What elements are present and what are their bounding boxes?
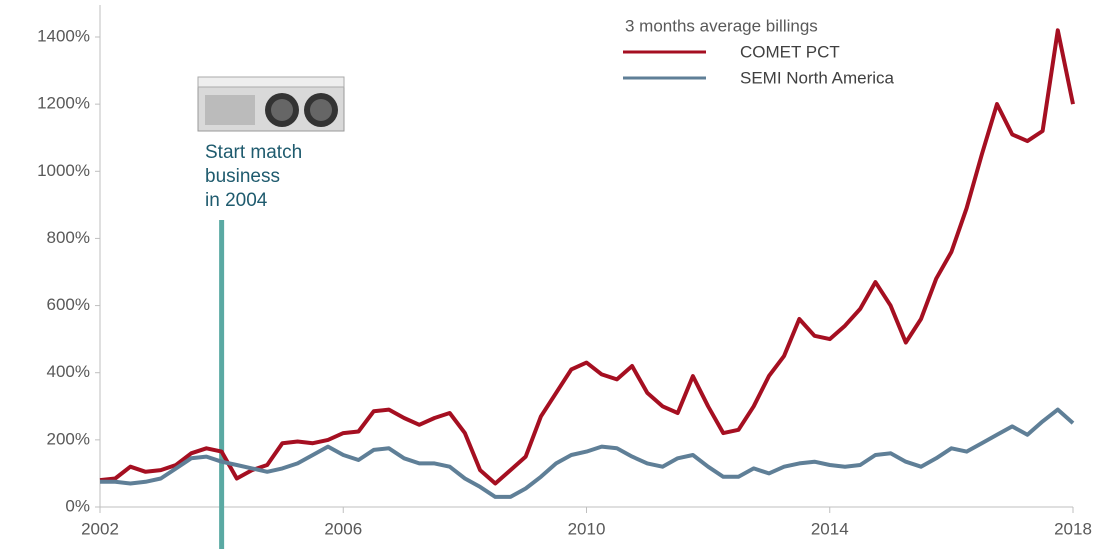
annotation-text: in 2004	[205, 190, 268, 211]
y-tick-label: 800%	[47, 228, 90, 247]
y-tick-label: 400%	[47, 362, 90, 381]
y-tick-label: 600%	[47, 295, 90, 314]
y-tick-label: 1400%	[37, 26, 90, 45]
y-tick-label: 0%	[65, 496, 90, 515]
device-image	[197, 76, 345, 132]
annotation-text: business	[205, 166, 280, 187]
legend-label: SEMI North America	[740, 68, 895, 87]
x-tick-label: 2010	[568, 519, 606, 538]
x-tick-label: 2014	[811, 519, 849, 538]
x-tick-label: 2006	[324, 519, 362, 538]
legend-label: COMET PCT	[740, 42, 840, 61]
y-tick-label: 1200%	[37, 94, 90, 113]
annotation-text: Start match	[205, 142, 302, 163]
legend-title: 3 months average billings	[625, 16, 818, 35]
x-tick-label: 2002	[81, 519, 119, 538]
y-tick-label: 1000%	[37, 161, 90, 180]
series-line	[100, 407, 1075, 499]
y-tick-label: 200%	[47, 429, 90, 448]
x-tick-label: 2018	[1054, 519, 1092, 538]
series-line	[99, 28, 1075, 486]
